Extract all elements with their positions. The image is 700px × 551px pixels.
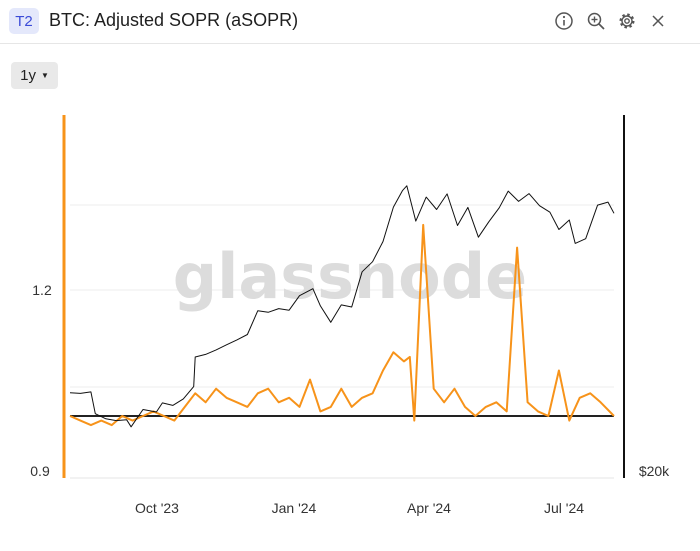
- zoom-in-icon[interactable]: [584, 9, 608, 33]
- close-icon[interactable]: [646, 9, 670, 33]
- info-icon[interactable]: [552, 9, 576, 33]
- watermark: glassnode: [173, 240, 527, 313]
- y-right-tick: $20k: [639, 463, 670, 479]
- time-range-dropdown[interactable]: 1y ▼: [11, 62, 58, 89]
- settings-icon[interactable]: [615, 9, 639, 33]
- y-left-tick: 1.2: [32, 282, 52, 298]
- asopr-series-line: [69, 223, 615, 427]
- x-tick: Jan '24: [272, 500, 317, 516]
- chart-title: BTC: Adjusted SOPR (aSOPR): [49, 10, 299, 30]
- time-range-label: 1y: [20, 67, 36, 84]
- y-left-tick: 0.9: [30, 463, 50, 479]
- gridlines: [70, 204, 614, 479]
- chevron-down-icon: ▼: [40, 71, 49, 80]
- chart-header: T2 BTC: Adjusted SOPR (aSOPR): [0, 0, 700, 44]
- x-tick: Oct '23: [135, 500, 179, 516]
- tier-badge: T2: [9, 8, 39, 34]
- price-series-line: [69, 185, 615, 428]
- x-tick: Apr '24: [407, 500, 451, 516]
- x-tick: Jul '24: [544, 500, 584, 516]
